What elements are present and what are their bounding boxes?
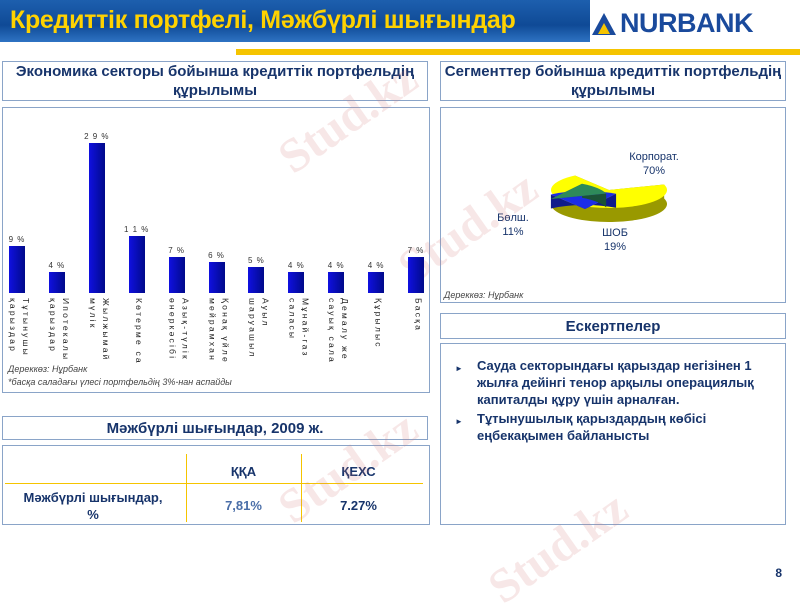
- bar: [48, 272, 65, 293]
- bar-label: 1 1 %: [123, 225, 150, 235]
- bar: [328, 272, 345, 293]
- bar: [208, 261, 225, 293]
- notes-title: Ескертпелер: [440, 313, 786, 339]
- bar-label: 6 %: [208, 250, 225, 260]
- bar: [128, 236, 145, 293]
- bar-label: 4 %: [367, 261, 385, 271]
- row-label: Мәжбүрлі шығындар, %: [23, 490, 163, 522]
- bar-label: 7 %: [168, 245, 185, 255]
- header-bar: Кредиттік портфелі, Мәжбүрлі шығындар: [0, 0, 590, 42]
- pie-label: Бөлш.: [497, 212, 529, 224]
- bar: [168, 256, 185, 293]
- bar-label: 5 %: [247, 256, 265, 266]
- sector-source: Дереккөз: Нұрбанк: [8, 364, 88, 374]
- category-label: Құрылыс: [373, 298, 384, 349]
- sector-panel-title: Экономика секторы бойынша кредиттік порт…: [2, 61, 428, 101]
- segment-source: Дереккөз: Нұрбанк: [444, 290, 524, 300]
- nurbank-logo: NURBANK: [592, 8, 754, 39]
- bar: [248, 267, 265, 293]
- cell-value: 7.27%: [340, 498, 377, 513]
- note-item: Сауда секторындағы қарыздар негізінен 1 …: [455, 357, 785, 408]
- pie-label: 19%: [604, 241, 626, 253]
- category-label: Мұнай-газ саласы: [287, 298, 311, 358]
- bar-label: 4 %: [327, 261, 345, 271]
- page-number: 8: [775, 566, 782, 580]
- segment-chart: Корпорат. 70% ШОБ 19% Бөлш. 11% Дереккөз: Нұр…: [440, 107, 786, 303]
- category-label: Тұтынушы қарыздар: [8, 298, 31, 357]
- column-header: ҚЕХС: [341, 464, 376, 479]
- bar: [288, 272, 305, 293]
- logo-text: NURBANK: [620, 8, 754, 38]
- bar: [9, 246, 25, 293]
- category-label: Көтерме са: [134, 298, 145, 365]
- category-label: Жылжымай мүлік: [87, 298, 111, 362]
- cell-value: 7,81%: [225, 498, 262, 513]
- column-header: ҚҚА: [230, 464, 257, 479]
- bar-label: 4 %: [48, 261, 66, 271]
- bar-label: 2 9 %: [84, 132, 110, 141]
- sector-footnote: *басқа саладағы үлесі портфельдің 3%-нан…: [8, 377, 232, 387]
- category-label: Ипотекалы қарыздар: [47, 298, 71, 362]
- category-label: Азық-түлік өнеркәсібі: [167, 298, 191, 361]
- losses-table: ҚҚА ҚЕХС Мәжбүрлі шығындар, % 7,81% 7.27…: [2, 445, 430, 525]
- bar-label: 7 %: [407, 245, 425, 255]
- segment-panel-title: Сегменттер бойынша кредиттік портфельдің…: [440, 61, 786, 101]
- notes-list: Сауда секторындағы қарыздар негізінен 1 …: [455, 357, 785, 446]
- category-label: Басқа: [413, 298, 424, 333]
- pie-label: 11%: [502, 226, 523, 238]
- pie-label: ШОБ: [602, 227, 628, 239]
- bar: [88, 143, 105, 293]
- pie-slice-side: [550, 193, 617, 209]
- pie-label: Корпорат.: [629, 151, 679, 163]
- category-label: Ауыл шаруашыл: [247, 298, 271, 359]
- bar: [408, 256, 424, 293]
- category-label: Қонақ үйле мейрамхан: [207, 298, 231, 364]
- pie-label: 70%: [643, 165, 665, 177]
- losses-title: Мәжбүрлі шығындар, 2009 ж.: [2, 416, 428, 440]
- bar-label: 9 %: [8, 235, 26, 245]
- sector-chart: [2, 107, 430, 393]
- bar-label: 4 %: [287, 261, 305, 271]
- pie-slice: [551, 183, 607, 199]
- logo-triangle-icon: [592, 12, 616, 35]
- page-title: Кредиттік портфелі, Мәжбүрлі шығындар: [10, 6, 516, 34]
- category-label: Демалу же сауық сала: [327, 298, 351, 364]
- divider: [236, 49, 800, 55]
- note-item: Тұтынушылық қарыздардың көбісі еңбекақым…: [455, 410, 785, 444]
- bar: [368, 272, 385, 293]
